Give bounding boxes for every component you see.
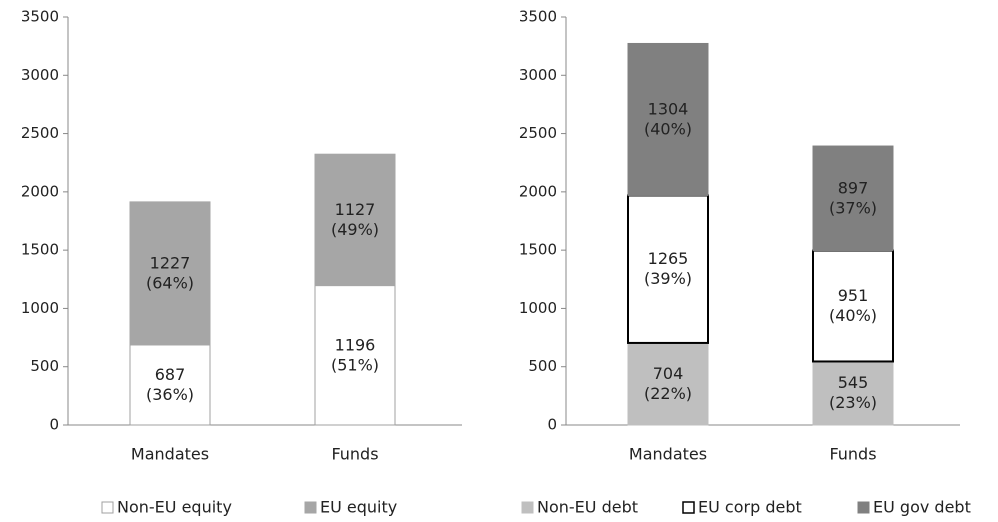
bar-segment bbox=[129, 201, 211, 346]
legend-label: Non-EU debt bbox=[537, 498, 638, 517]
y-tick-label: 3500 bbox=[519, 8, 557, 26]
data-label: 1196 (51%) bbox=[331, 335, 379, 374]
data-label: 1227 (64%) bbox=[146, 253, 194, 292]
bar-segment bbox=[627, 342, 709, 426]
data-label: 704 (22%) bbox=[644, 363, 692, 402]
y-tick-label: 1000 bbox=[519, 299, 557, 317]
legend-swatch bbox=[101, 501, 114, 514]
legend-label: EU corp debt bbox=[698, 498, 802, 517]
data-label: 1127 (49%) bbox=[331, 199, 379, 238]
x-tick-label: Funds bbox=[829, 445, 876, 464]
y-tick-label: 3000 bbox=[21, 66, 59, 84]
y-tick-label: 2500 bbox=[519, 124, 557, 142]
y-tick-label: 3000 bbox=[519, 66, 557, 84]
x-tick-label: Funds bbox=[331, 445, 378, 464]
bar-segment bbox=[314, 285, 396, 426]
y-tick-label: 2000 bbox=[21, 182, 59, 200]
legend-label: EU gov debt bbox=[873, 498, 971, 517]
y-tick-label: 500 bbox=[30, 357, 59, 375]
data-label: 545 (23%) bbox=[829, 373, 877, 412]
legend-swatch bbox=[521, 501, 534, 514]
y-tick-label: 1500 bbox=[519, 241, 557, 259]
x-tick-label: Mandates bbox=[131, 445, 209, 464]
y-tick-label: 3500 bbox=[21, 8, 59, 26]
data-label: 1304 (40%) bbox=[644, 99, 692, 138]
data-label: 951 (40%) bbox=[829, 286, 877, 325]
legend-label: Non-EU equity bbox=[117, 498, 232, 517]
bar-segment bbox=[812, 249, 894, 363]
data-label: 687 (36%) bbox=[146, 364, 194, 403]
y-tick-label: 1500 bbox=[21, 241, 59, 259]
legend-swatch bbox=[682, 501, 695, 514]
data-label: 1265 (39%) bbox=[644, 249, 692, 288]
y-tick-label: 0 bbox=[49, 416, 59, 434]
legend-swatch bbox=[857, 501, 870, 514]
y-tick-label: 2500 bbox=[21, 124, 59, 142]
data-label: 897 (37%) bbox=[829, 178, 877, 217]
bar-segment bbox=[627, 42, 709, 196]
y-tick-label: 0 bbox=[547, 416, 557, 434]
bar-segment bbox=[812, 145, 894, 252]
bar-segment bbox=[812, 360, 894, 426]
y-tick-label: 500 bbox=[528, 357, 557, 375]
y-tick-label: 2000 bbox=[519, 182, 557, 200]
y-tick-label: 1000 bbox=[21, 299, 59, 317]
x-tick-label: Mandates bbox=[629, 445, 707, 464]
legend-swatch bbox=[304, 501, 317, 514]
legend-label: EU equity bbox=[320, 498, 397, 517]
bar-segment bbox=[314, 153, 396, 287]
